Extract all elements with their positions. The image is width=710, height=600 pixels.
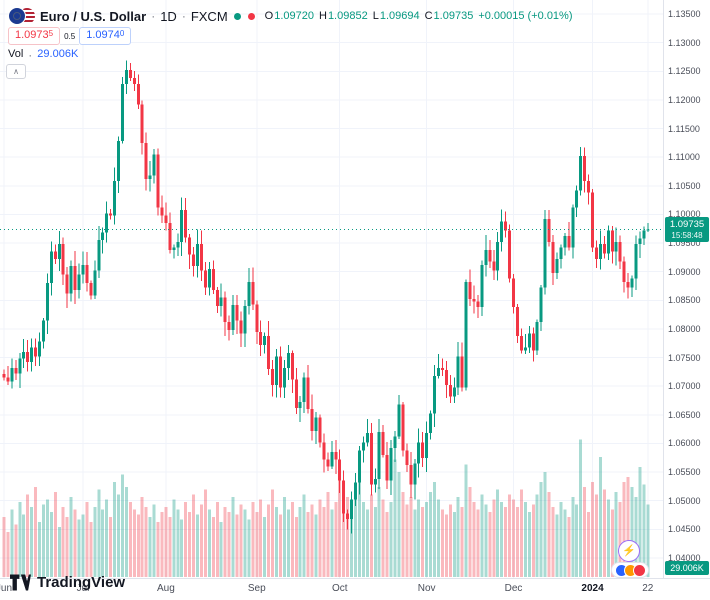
- separator-dot: ·: [151, 9, 156, 23]
- time-axis-label: 22: [642, 583, 654, 594]
- price-axis-label: 1.10500: [668, 180, 701, 191]
- price-chart-canvas[interactable]: [0, 0, 663, 578]
- up-marker-dot-icon[interactable]: [233, 12, 241, 20]
- exchange-label[interactable]: FXCM: [190, 8, 228, 24]
- price-axis-label: 1.07500: [668, 352, 701, 363]
- spread-value: 0.5: [60, 27, 80, 45]
- price-axis-label: 1.08000: [668, 323, 701, 334]
- collapse-pane-button[interactable]: ∧: [6, 64, 26, 79]
- price-axis-label: 1.05000: [668, 495, 701, 506]
- chevron-up-icon: ∧: [13, 66, 19, 76]
- time-axis-label: Jul: [76, 583, 90, 594]
- time-axis-label: Dec: [504, 583, 523, 594]
- reactions-button[interactable]: [611, 562, 649, 578]
- tradingview-logo-icon: [10, 574, 31, 591]
- buy-pip: 0: [119, 29, 125, 38]
- price-axis-label: 1.09000: [668, 266, 701, 277]
- volume-value: 29.006K: [37, 48, 79, 60]
- bar-countdown: 15:58:48: [671, 230, 703, 240]
- sell-button[interactable]: 1.0973 5: [8, 27, 61, 45]
- price-axis-label: 1.08500: [668, 295, 701, 306]
- tradingview-logo-text: TradingView: [37, 574, 126, 591]
- change-value: +0.00015 (+0.01%): [478, 10, 573, 22]
- time-axis-label: Oct: [331, 583, 348, 594]
- close-label: C: [424, 10, 433, 22]
- price-axis-label: 1.07000: [668, 381, 701, 392]
- high-label: H: [318, 10, 327, 22]
- price-axis[interactable]: 1.09735 15:58:48 29.006K 1.13500 1.13000 1…: [663, 0, 710, 578]
- price-axis-label: 1.05500: [668, 467, 701, 478]
- lightning-icon: ⚡: [622, 545, 636, 557]
- sell-pip: 5: [48, 29, 54, 38]
- open-value: 1.09720: [274, 10, 314, 22]
- price-axis-label: 1.04500: [668, 524, 701, 535]
- price-axis-label: 1.06000: [668, 438, 701, 449]
- separator-dot: ·: [28, 48, 33, 62]
- price-axis-label: 1.04000: [668, 553, 701, 563]
- low-label: L: [372, 10, 379, 22]
- time-axis-label: Nov: [417, 583, 436, 594]
- quick-trade-lightning-button[interactable]: ⚡: [618, 540, 640, 562]
- volume-legend[interactable]: Vol · 29.006K: [8, 48, 78, 62]
- volume-badge: 29.006K: [665, 561, 709, 575]
- price-axis-label: 1.13000: [668, 37, 701, 48]
- time-axis-label: 2024: [581, 583, 604, 594]
- buy-sell-panel: 1.0973 5 0.5 1.0974 0: [8, 27, 132, 45]
- buy-price: 1.0974: [86, 29, 120, 41]
- sell-price: 1.0973: [15, 29, 49, 41]
- close-value: 1.09735: [433, 10, 474, 22]
- eurusd-flag-icon: [8, 7, 36, 25]
- symbol-legend[interactable]: Euro / U.S. Dollar · 1D · FXCM O 1.09720 …: [8, 7, 573, 25]
- ohlc-values: O 1.09720 H 1.09852 L 1.09694 C 1.09735: [265, 10, 474, 22]
- time-axis[interactable]: Jun Jul Aug Sep Oct Nov Dec 2024 22: [0, 578, 710, 600]
- reaction-red-icon: [632, 563, 646, 577]
- tradingview-logo[interactable]: TradingView: [10, 574, 125, 591]
- price-axis-label: 1.10000: [668, 209, 701, 220]
- open-label: O: [264, 10, 274, 22]
- time-axis-label: Sep: [247, 583, 266, 594]
- price-axis-label: 1.12500: [668, 66, 701, 77]
- price-axis-label: 1.11000: [668, 152, 700, 163]
- price-axis-label: 1.06500: [668, 409, 701, 420]
- price-axis-label: 1.11500: [668, 123, 700, 134]
- price-axis-label: 1.12000: [668, 94, 701, 105]
- current-price-value: 1.09735: [669, 218, 705, 230]
- price-axis-label: 1.09500: [668, 238, 701, 249]
- buy-button[interactable]: 1.0974 0: [79, 27, 132, 45]
- volume-label: Vol: [8, 48, 24, 60]
- low-value: 1.09694: [379, 10, 420, 22]
- current-price-badge: 1.09735 15:58:48: [665, 216, 709, 242]
- time-axis-label: Aug: [157, 583, 175, 594]
- down-marker-dot-icon[interactable]: [247, 12, 255, 20]
- price-axis-label: 1.13500: [668, 9, 701, 19]
- time-axis-label: Jun: [0, 583, 13, 594]
- eu-flag-icon: [8, 7, 26, 25]
- separator-dot: ·: [181, 9, 186, 23]
- interval-label[interactable]: 1D: [160, 8, 177, 24]
- high-value: 1.09852: [327, 10, 368, 22]
- symbol-title[interactable]: Euro / U.S. Dollar: [40, 8, 147, 24]
